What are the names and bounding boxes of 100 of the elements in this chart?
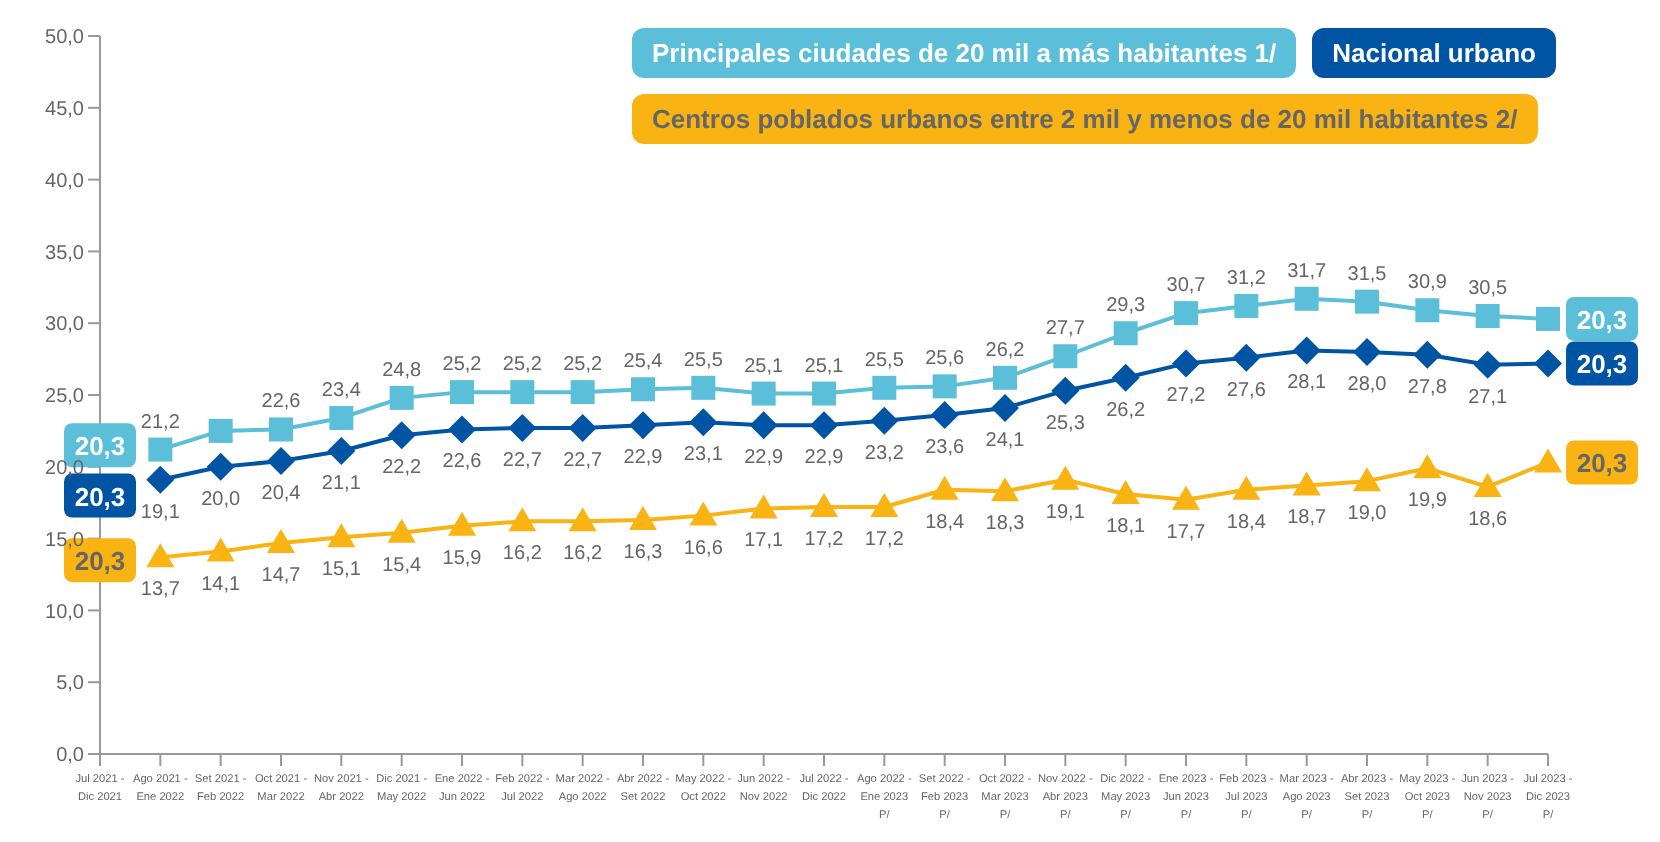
data-label: 19,0 bbox=[1347, 503, 1388, 526]
point bbox=[870, 493, 899, 518]
point bbox=[1534, 448, 1562, 473]
data-label: 31,7 bbox=[1287, 260, 1327, 283]
data-label: 27,6 bbox=[1226, 379, 1267, 402]
data-label: 14,7 bbox=[261, 564, 302, 587]
data-label: 13,7 bbox=[140, 579, 181, 602]
point bbox=[206, 452, 235, 481]
point bbox=[1413, 454, 1442, 479]
point bbox=[1475, 304, 1500, 329]
data-label: 25,5 bbox=[683, 349, 724, 372]
data-label: 19,1 bbox=[1045, 501, 1086, 524]
data-label: 23,1 bbox=[683, 444, 724, 467]
data-label: 25,2 bbox=[502, 354, 543, 377]
point bbox=[751, 381, 776, 406]
data-label: 25,6 bbox=[925, 348, 965, 371]
point bbox=[146, 543, 175, 568]
data-label: 17,7 bbox=[1166, 521, 1207, 544]
point bbox=[389, 385, 414, 410]
point bbox=[930, 401, 959, 430]
data-label: 22,7 bbox=[563, 450, 603, 473]
point bbox=[508, 414, 537, 443]
data-label: 20,4 bbox=[261, 483, 302, 506]
point bbox=[1111, 480, 1140, 505]
data-label: 25,4 bbox=[623, 351, 664, 374]
data-label: 25,2 bbox=[442, 354, 483, 377]
point bbox=[1232, 475, 1261, 500]
data-label: 16,3 bbox=[623, 541, 664, 564]
point bbox=[1172, 349, 1200, 378]
y-tick-label: 40,0 bbox=[45, 170, 85, 193]
annotation: 20,3 bbox=[74, 481, 126, 512]
data-label: 27,2 bbox=[1166, 385, 1207, 408]
text: Principales ciudades de 20 mil a más habitantes 1/ bbox=[632, 28, 1297, 78]
point bbox=[689, 408, 718, 437]
point bbox=[749, 494, 778, 519]
data-label: 26,2 bbox=[985, 339, 1026, 362]
data-label: 23,6 bbox=[925, 437, 965, 460]
data-label: 28,0 bbox=[1347, 373, 1388, 396]
point bbox=[327, 523, 356, 548]
data-label: 31,5 bbox=[1347, 263, 1388, 286]
data-label: 18,4 bbox=[925, 511, 965, 534]
point bbox=[993, 365, 1017, 390]
point bbox=[1111, 363, 1140, 392]
point bbox=[810, 493, 838, 518]
data-label: 19,1 bbox=[140, 501, 181, 524]
point bbox=[1051, 465, 1080, 490]
data-label: 17,2 bbox=[864, 529, 905, 552]
point bbox=[1415, 298, 1440, 323]
data-label: 17,1 bbox=[744, 530, 784, 553]
point bbox=[749, 411, 778, 440]
point bbox=[689, 501, 718, 526]
point bbox=[1292, 336, 1321, 365]
point bbox=[269, 417, 293, 442]
y-tick-label: 10,0 bbox=[45, 601, 85, 624]
data-label: 22,9 bbox=[744, 447, 784, 470]
point bbox=[450, 380, 474, 405]
point bbox=[510, 380, 535, 405]
point bbox=[1051, 376, 1080, 405]
y-tick-label: 35,0 bbox=[45, 242, 85, 265]
point bbox=[1174, 301, 1198, 326]
point bbox=[1234, 293, 1259, 318]
annotation: 20,3 bbox=[1576, 349, 1628, 380]
data-label: 14,1 bbox=[201, 573, 241, 596]
point bbox=[991, 393, 1019, 422]
data-label: 25,3 bbox=[1045, 412, 1086, 435]
data-label: 24,8 bbox=[382, 359, 422, 382]
y-tick-label: 25,0 bbox=[45, 386, 85, 409]
data-label: 22,9 bbox=[804, 447, 845, 470]
point bbox=[1353, 467, 1381, 492]
data-label: 15,9 bbox=[442, 547, 483, 570]
data-label: 22,2 bbox=[382, 457, 422, 480]
data-label: 21,1 bbox=[321, 473, 362, 495]
data-label: 22,6 bbox=[261, 391, 302, 414]
point bbox=[570, 380, 595, 405]
data-label: 25,1 bbox=[744, 355, 784, 378]
data-label: 24,1 bbox=[985, 429, 1026, 452]
data-label: 26,2 bbox=[1106, 399, 1146, 422]
data-label: 25,1 bbox=[804, 355, 845, 378]
data-label: 30,7 bbox=[1166, 275, 1207, 298]
point bbox=[148, 437, 173, 462]
data-label: 27,7 bbox=[1045, 318, 1086, 341]
point bbox=[1294, 286, 1319, 311]
point bbox=[448, 415, 476, 444]
point bbox=[1172, 485, 1200, 510]
point bbox=[387, 518, 416, 543]
y-tick-label: 5,0 bbox=[56, 673, 85, 696]
point bbox=[1113, 321, 1138, 346]
data-label: 31,2 bbox=[1226, 267, 1267, 290]
text: Nacional urbano bbox=[1312, 28, 1556, 78]
point bbox=[629, 411, 657, 440]
data-label: 27,8 bbox=[1407, 376, 1448, 399]
point bbox=[629, 505, 657, 530]
data-label: 17,2 bbox=[804, 529, 845, 552]
point bbox=[1292, 471, 1321, 496]
point bbox=[208, 418, 233, 443]
point bbox=[1355, 289, 1379, 314]
data-label: 28,1 bbox=[1287, 372, 1327, 395]
point bbox=[872, 375, 897, 400]
y-tick-label: 20,0 bbox=[45, 457, 85, 480]
data-label: 15,1 bbox=[321, 559, 362, 582]
